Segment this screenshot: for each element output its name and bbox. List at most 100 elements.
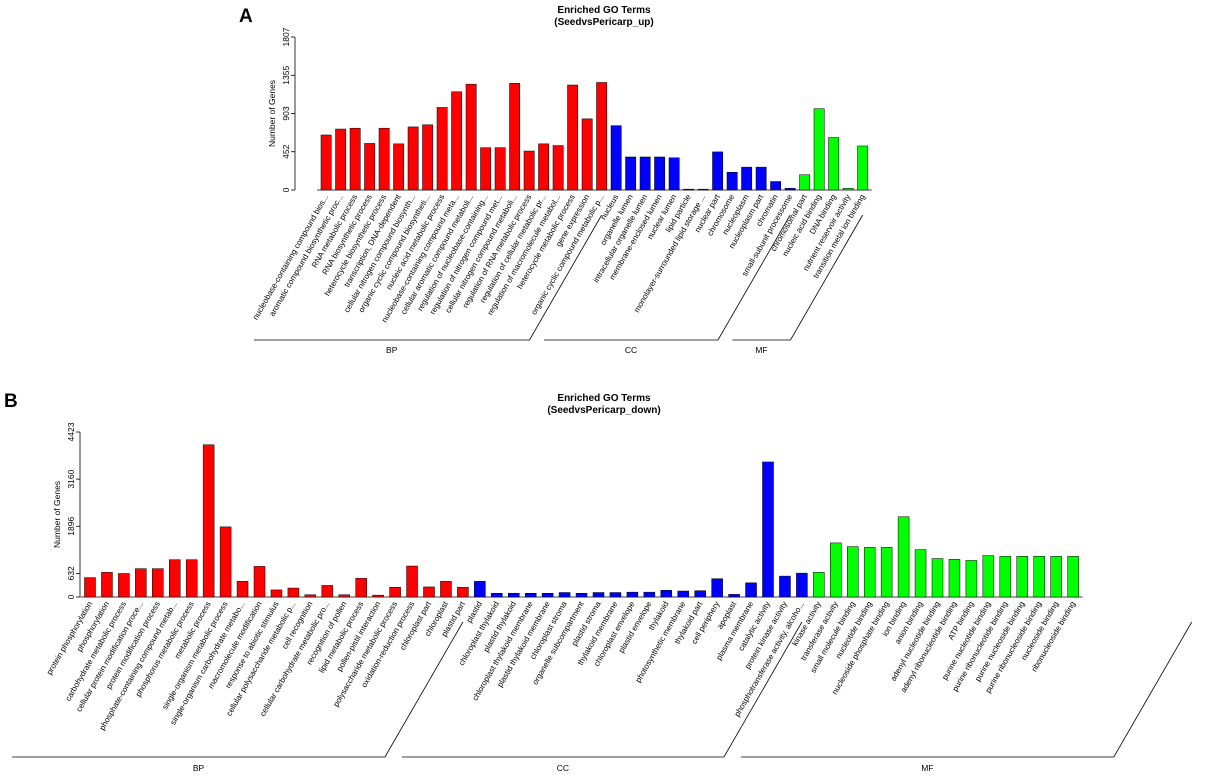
panel-b-bar bbox=[762, 461, 774, 598]
panel-b-y-tick-label: 3160 bbox=[66, 469, 76, 488]
panel-a-bar bbox=[813, 108, 825, 191]
panel-a-bar bbox=[349, 127, 361, 191]
panel-a-bar bbox=[770, 181, 782, 191]
panel-a-bar bbox=[639, 156, 651, 191]
panel-a-letter: A bbox=[239, 6, 253, 27]
panel-a-bar bbox=[422, 124, 434, 191]
panel-b-bar bbox=[660, 590, 673, 598]
panel-a-group-bracket bbox=[253, 214, 602, 341]
panel-b-bar bbox=[914, 549, 927, 598]
panel-a-bar bbox=[509, 83, 521, 191]
panel-a-bar bbox=[567, 84, 579, 191]
panel-b-bar bbox=[796, 572, 808, 598]
panel-b-bar bbox=[558, 592, 571, 598]
panel-a-chart: A Enriched GO Terms(SeedvsPericarp_up) 0 45… bbox=[239, 5, 872, 355]
panel-b-bar bbox=[847, 546, 859, 598]
panel-b-bar bbox=[491, 593, 503, 598]
panel-b-y-tick-label: 0 bbox=[66, 594, 76, 599]
panel-a-bar bbox=[393, 143, 405, 191]
panel-b-bar bbox=[779, 575, 791, 598]
panel-b-bar bbox=[643, 591, 656, 598]
panel-a-bar bbox=[697, 188, 709, 191]
panel-b-group-bracket bbox=[12, 621, 464, 758]
panel-b-bar bbox=[389, 587, 401, 598]
panel-a-bar bbox=[436, 107, 448, 191]
panel-b-bar bbox=[270, 589, 283, 598]
panel-a-bar bbox=[465, 83, 477, 191]
panel-b-bar bbox=[219, 526, 232, 598]
panel-b-bar bbox=[524, 593, 537, 598]
panel-b-bar bbox=[541, 593, 554, 598]
panel-a-title: Enriched GO Terms bbox=[557, 5, 651, 16]
panel-a-bar bbox=[610, 125, 622, 191]
panel-b-bar bbox=[728, 594, 740, 598]
panel-b-bar bbox=[931, 558, 944, 598]
panel-b-bar bbox=[745, 582, 757, 598]
panel-b-bar bbox=[1050, 556, 1062, 598]
panel-b-bar bbox=[423, 586, 435, 598]
panel-b-bar bbox=[321, 585, 334, 598]
panel-b-bar bbox=[880, 547, 893, 598]
panel-a-bar bbox=[799, 174, 811, 191]
panel-a-bar bbox=[755, 166, 767, 191]
panel-a-bar bbox=[378, 127, 390, 191]
panel-b-bar bbox=[287, 587, 300, 598]
panel-b-y-axis-label: Number of Genes bbox=[52, 481, 62, 548]
panel-a-y-tick-label: 1355 bbox=[281, 66, 291, 85]
panel-b-bar bbox=[863, 547, 876, 598]
panel-a-bar bbox=[523, 150, 535, 191]
panel-a-bar bbox=[552, 145, 564, 191]
panel-a-group-label: CC bbox=[625, 345, 637, 355]
panel-a-group-bracket bbox=[543, 214, 791, 341]
panel-a-y-tick-label: 903 bbox=[281, 106, 291, 120]
panel-a-subtitle: (SeedvsPericarp_up) bbox=[554, 17, 654, 28]
panel-b-bar bbox=[1067, 556, 1079, 598]
panel-a-bar bbox=[494, 147, 506, 191]
panel-b-group-bracket bbox=[401, 621, 803, 758]
panel-b-bar bbox=[1033, 556, 1045, 598]
panel-a-group-label: BP bbox=[386, 345, 398, 355]
panel-b-bar bbox=[575, 593, 588, 598]
panel-b-bar bbox=[677, 590, 689, 598]
panel-b-title: Enriched GO Terms bbox=[557, 393, 651, 404]
panel-a-bar bbox=[451, 91, 463, 191]
panel-b-bar bbox=[626, 591, 639, 598]
panel-a-y-tick-label: 1807 bbox=[281, 27, 291, 46]
panel-b-bar bbox=[372, 594, 384, 598]
panel-a-y-tick-label: 452 bbox=[281, 144, 291, 158]
panel-b-bar bbox=[304, 594, 317, 598]
panel-b-bar bbox=[202, 444, 215, 598]
panel-a-bar bbox=[857, 145, 869, 191]
panel-a-y-axis-label: Number of Genes bbox=[267, 80, 277, 147]
panel-b-bar bbox=[999, 556, 1012, 598]
panel-a-bar bbox=[538, 143, 550, 191]
panel-b-bar bbox=[711, 578, 723, 598]
panel-b-y-tick-label: 632 bbox=[66, 566, 76, 580]
panel-a-bar bbox=[480, 147, 492, 191]
panel-a-bar bbox=[335, 128, 347, 191]
panel-b-group-label: BP bbox=[193, 763, 205, 773]
panel-b-group-label: MF bbox=[921, 763, 933, 773]
panel-a-bar bbox=[784, 188, 796, 191]
panel-a-bar bbox=[407, 126, 419, 191]
panel-b-bar bbox=[84, 577, 96, 598]
panel-b-bar bbox=[948, 559, 961, 598]
panel-b-bar bbox=[236, 581, 249, 598]
panel-a-bar bbox=[683, 188, 695, 191]
panel-b-bar bbox=[185, 559, 198, 598]
panel-a-bar bbox=[712, 151, 724, 191]
panel-b-group-bracket bbox=[740, 621, 1193, 758]
panel-b-bar bbox=[355, 578, 367, 598]
panel-a-group-bracket bbox=[732, 214, 863, 341]
panel-b-bar bbox=[694, 590, 706, 598]
panel-a-group-label: MF bbox=[755, 345, 767, 355]
panel-a-bar bbox=[842, 188, 854, 191]
panel-a-bar bbox=[625, 156, 637, 191]
panel-b-bar bbox=[965, 560, 978, 598]
panel-b-group-label: CC bbox=[557, 763, 569, 773]
panel-a-bar bbox=[828, 137, 840, 191]
panel-b-bar bbox=[253, 566, 266, 598]
panel-b-subtitle: (SeedvsPericarp_down) bbox=[547, 405, 660, 416]
panel-a-bar bbox=[668, 157, 680, 191]
